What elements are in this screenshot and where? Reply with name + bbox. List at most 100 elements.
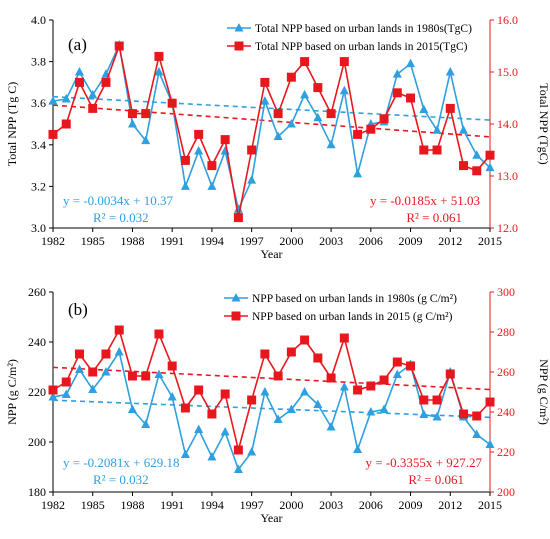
y-tick-label-left: 200 [28,435,46,449]
data-point-square [300,57,310,67]
trend-equation-blue: y = -0.0034x + 10.37 [63,193,173,208]
data-point-square [48,129,58,139]
trend-line-blue [52,399,491,419]
y-tick-label-left: 3.6 [31,96,46,110]
data-point-triangle [114,347,124,356]
data-point-triangle [48,96,58,105]
data-point-square [247,145,257,155]
x-tick-label: 2003 [319,234,343,248]
data-point-triangle [419,104,429,113]
x-tick-label: 1988 [120,234,144,248]
data-point-triangle [379,404,389,413]
data-point-square [207,409,217,419]
data-point-square [127,371,137,381]
y-tick-label-right: 14.0 [497,117,518,131]
data-point-square [61,119,71,129]
trend-r2-red: R² = 0.061 [406,210,462,225]
x-tick-label: 2006 [359,234,383,248]
y-tick-label-left: 240 [28,335,46,349]
data-point-square [141,371,151,381]
data-point-square [392,357,402,367]
data-point-square [61,377,71,387]
data-point-square [220,389,230,399]
data-point-triangle [392,369,402,378]
data-point-square [432,395,442,405]
data-point-square [167,361,177,371]
x-tick-label: 2009 [399,498,423,512]
y-tick-label-left: 3.8 [31,55,46,69]
data-point-square [472,166,482,176]
data-point-square [273,371,283,381]
trend-equation-red: y = -0.3355x + 927.27 [366,455,483,470]
data-point-triangle [472,150,482,159]
data-point-triangle [326,422,336,431]
data-point-square [180,155,190,165]
data-point-triangle [353,168,363,178]
data-point-triangle [392,69,402,78]
data-point-square [379,375,389,385]
data-point-triangle [88,384,98,393]
data-point-triangle [88,89,98,99]
y-tick-label-left: 3.2 [31,179,46,193]
data-point-square [101,349,111,359]
data-point-triangle [273,131,283,140]
data-point-square [233,213,243,223]
data-point-triangle [61,94,71,103]
x-tick-label: 2003 [319,498,343,512]
legend-marker-square [234,41,244,51]
data-point-triangle [207,452,217,461]
data-point-triangle [74,364,84,373]
y-axis-title-left: NPP (g C/m²) [5,359,19,425]
x-tick-label: 1991 [160,498,184,512]
y-axis-title-right: Total NPP (TgC) [537,83,550,164]
trend-line-blue [52,95,491,121]
x-tick-label: 2000 [279,234,303,248]
x-tick-label: 1997 [240,234,264,248]
data-point-square [127,109,137,119]
data-point-square [101,77,111,87]
data-point-triangle [233,464,243,473]
y-tick-label-left: 220 [28,385,46,399]
data-point-square [273,109,283,119]
data-point-triangle [233,204,243,213]
x-tick-label: 2015 [478,234,502,248]
data-point-triangle [74,67,84,76]
data-point-triangle [127,404,137,413]
data-point-triangle [313,112,323,122]
data-point-triangle [101,367,111,376]
data-point-square [180,403,190,413]
data-point-triangle [207,181,217,190]
x-tick-label: 1991 [160,234,184,248]
data-point-triangle [61,389,71,398]
x-tick-label: 2012 [438,234,462,248]
data-point-triangle [127,119,137,128]
data-point-triangle [286,119,296,128]
data-point-triangle [472,429,482,438]
trend-r2-blue: R² = 0.032 [93,210,149,225]
data-point-triangle [445,67,455,76]
data-point-square [48,385,58,395]
data-point-square [74,349,84,359]
legend-marker-square [231,311,241,321]
data-point-triangle [326,139,336,149]
series-line-blue [52,350,491,472]
data-point-triangle [485,162,495,172]
y-tick-label-left: 260 [28,285,46,299]
data-point-square [313,353,323,363]
trend-r2-blue: R² = 0.032 [93,472,149,487]
y-tick-label-right: 240 [497,405,515,419]
data-point-square [300,335,310,345]
data-point-triangle [313,399,323,408]
data-point-square [432,145,442,155]
series-line-red [52,327,491,451]
data-point-triangle [459,125,469,134]
x-tick-label: 1985 [81,234,105,248]
data-point-square [406,361,416,371]
data-point-square [154,51,164,61]
data-point-triangle [194,146,204,155]
data-point-triangle [366,407,376,416]
data-point-square [326,373,336,383]
data-point-triangle [247,447,257,456]
data-point-square [339,333,349,343]
